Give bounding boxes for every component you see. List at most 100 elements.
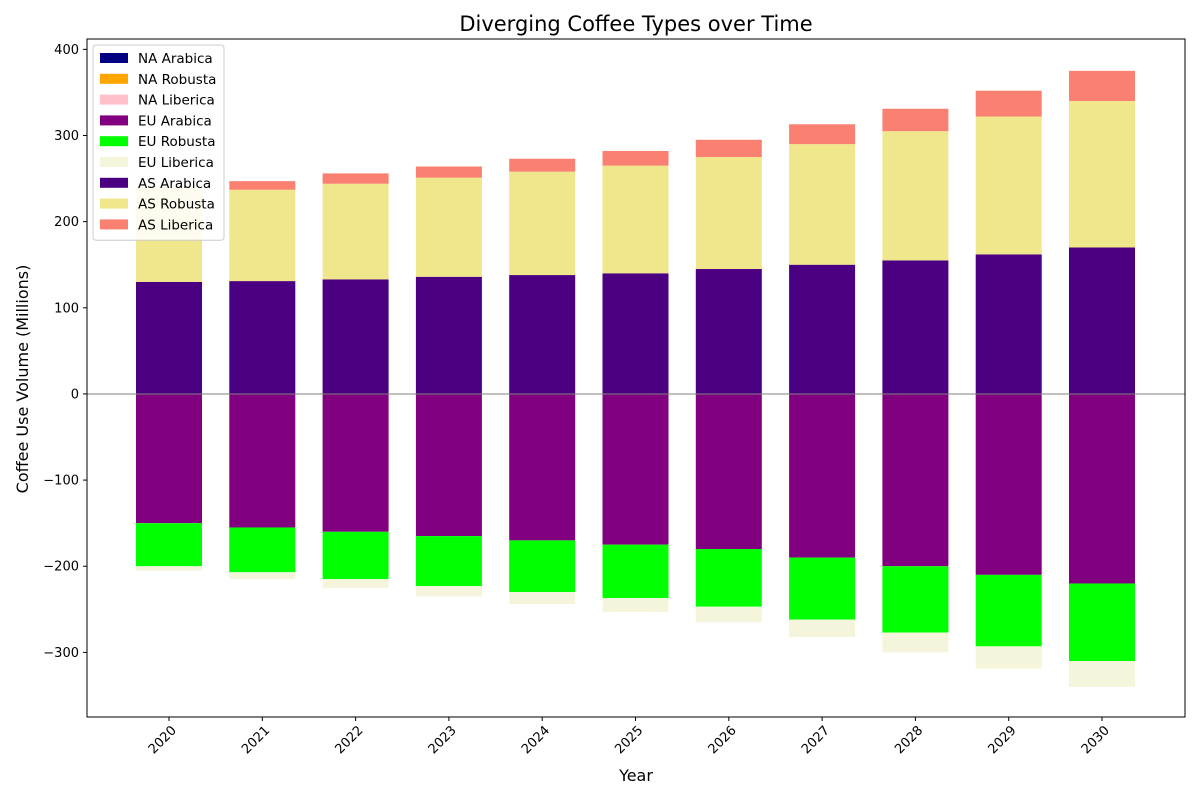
- legend-swatch: [100, 115, 128, 126]
- bar-eu-robusta-2027: [789, 557, 856, 620]
- bar-as-arabica-2025: [602, 273, 669, 394]
- x-tick-label: 2021: [239, 723, 273, 757]
- bar-eu-liberica-2026: [695, 606, 762, 623]
- y-tick-label: 0: [71, 387, 79, 402]
- legend-swatch: [100, 73, 128, 84]
- legend-swatch: [100, 157, 128, 167]
- y-tick-label: 300: [54, 129, 79, 144]
- bar-eu-robusta-2025: [602, 544, 669, 599]
- legend: NA Arabica NA Robusta NA Liberica EU Arabic…: [92, 44, 225, 241]
- bar-eu-arabica-2022: [322, 393, 389, 532]
- bars-layer: [136, 70, 1135, 687]
- bar-as-robusta-2026: [695, 157, 762, 270]
- y-tick-label: −100: [43, 474, 79, 489]
- bar-eu-arabica-2029: [975, 393, 1042, 575]
- bar-eu-arabica-2021: [229, 393, 296, 528]
- x-tick-label: 2023: [426, 723, 460, 757]
- bar-eu-liberica-2030: [1069, 661, 1135, 687]
- legend-swatch: [100, 177, 128, 188]
- bar-as-liberica-2025: [602, 150, 669, 166]
- y-tick-label: −200: [43, 560, 79, 575]
- bar-as-robusta-2027: [789, 144, 856, 265]
- bar-eu-liberica-2027: [789, 619, 856, 637]
- x-tick-label: 2024: [519, 723, 553, 757]
- bar-as-arabica-2030: [1069, 247, 1135, 394]
- legend-entry: EU Robusta: [138, 134, 215, 150]
- bar-eu-robusta-2024: [509, 540, 576, 593]
- x-tick-label: 2030: [1079, 723, 1113, 757]
- bar-as-arabica-2021: [229, 281, 296, 394]
- x-tick-label: 2027: [799, 723, 833, 757]
- x-tick-label: 2029: [986, 723, 1020, 757]
- bar-as-robusta-2021: [229, 189, 296, 282]
- bar-eu-liberica-2022: [322, 579, 389, 588]
- bar-as-liberica-2021: [229, 181, 296, 190]
- bar-eu-arabica-2025: [602, 393, 669, 545]
- legend-swatch: [100, 136, 128, 147]
- bar-as-arabica-2022: [322, 279, 389, 394]
- legend-entry: NA Robusta: [138, 72, 216, 88]
- bar-as-liberica-2028: [882, 108, 949, 132]
- legend-swatch: [100, 219, 128, 230]
- bar-as-arabica-2024: [509, 275, 576, 394]
- bar-as-arabica-2026: [695, 269, 762, 394]
- bar-as-liberica-2027: [789, 124, 856, 145]
- legend-entry: NA Liberica: [138, 93, 215, 109]
- chart-title: Diverging Coffee Types over Time: [459, 12, 812, 36]
- bar-as-robusta-2029: [975, 116, 1042, 255]
- bar-eu-robusta-2029: [975, 574, 1042, 647]
- bar-eu-arabica-2023: [415, 393, 482, 537]
- x-tick-label: 2020: [146, 723, 180, 757]
- bar-as-arabica-2027: [789, 264, 856, 394]
- bar-eu-arabica-2024: [509, 393, 576, 541]
- bar-as-arabica-2020: [136, 281, 202, 394]
- bar-eu-arabica-2026: [695, 393, 762, 550]
- legend-entry: AS Robusta: [138, 197, 215, 213]
- bar-as-liberica-2029: [975, 90, 1042, 117]
- bar-as-liberica-2030: [1069, 70, 1135, 102]
- x-axis-label: Year: [618, 766, 653, 785]
- legend-entry: AS Liberica: [138, 217, 213, 233]
- bar-eu-arabica-2028: [882, 393, 949, 567]
- bar-as-arabica-2029: [975, 254, 1042, 394]
- bar-as-liberica-2022: [322, 173, 389, 184]
- bar-eu-liberica-2028: [882, 632, 949, 653]
- bar-eu-liberica-2021: [229, 572, 296, 580]
- bar-as-robusta-2030: [1069, 101, 1135, 248]
- legend-entry: NA Arabica: [138, 51, 213, 67]
- bar-eu-liberica-2029: [975, 646, 1042, 669]
- y-tick-label: 100: [54, 301, 79, 316]
- x-axis: 2020 2021 2022 2023 2024 2025 2026 2027 2028 2029…: [146, 717, 1113, 757]
- legend-swatch: [100, 53, 128, 63]
- y-axis-label: Coffee Use Volume (Millions): [13, 265, 32, 494]
- x-tick-label: 2028: [892, 723, 926, 757]
- y-tick-label: 400: [54, 43, 79, 58]
- legend-entry: EU Liberica: [138, 155, 214, 171]
- bar-as-arabica-2023: [415, 276, 482, 394]
- bar-eu-liberica-2024: [509, 592, 576, 605]
- legend-entry: AS Arabica: [138, 176, 211, 192]
- y-axis: −300 −200 −100 0 100 200 300 400: [43, 43, 87, 661]
- legend-box: [92, 44, 225, 241]
- bar-eu-robusta-2020: [136, 523, 202, 567]
- y-tick-label: −300: [43, 646, 79, 661]
- bar-eu-arabica-2027: [789, 393, 856, 558]
- bar-eu-liberica-2023: [415, 586, 482, 597]
- bar-as-liberica-2023: [415, 166, 482, 178]
- bar-eu-arabica-2020: [136, 393, 202, 524]
- legend-swatch: [100, 94, 128, 105]
- bar-as-robusta-2024: [509, 171, 576, 276]
- x-tick-label: 2022: [332, 723, 366, 757]
- x-tick-label: 2026: [706, 723, 740, 757]
- bar-eu-liberica-2025: [602, 598, 669, 612]
- legend-swatch: [100, 198, 128, 209]
- bar-as-robusta-2025: [602, 165, 669, 274]
- bar-eu-robusta-2028: [882, 566, 949, 633]
- bar-eu-robusta-2030: [1069, 583, 1135, 662]
- bar-eu-robusta-2026: [695, 549, 762, 607]
- bar-as-robusta-2023: [415, 177, 482, 277]
- bar-eu-liberica-2020: [136, 566, 202, 571]
- bar-eu-arabica-2030: [1069, 393, 1135, 584]
- bar-as-liberica-2024: [509, 158, 576, 172]
